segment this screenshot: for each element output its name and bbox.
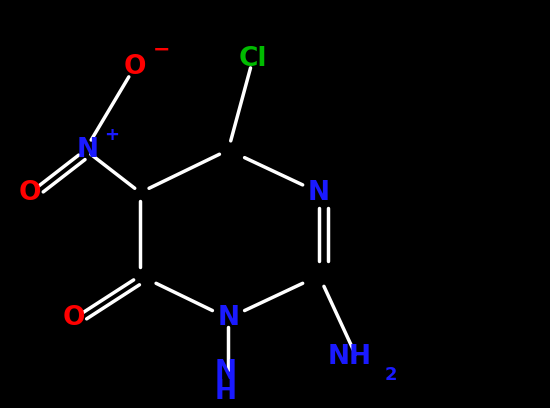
Text: N: N — [77, 137, 99, 163]
Text: O: O — [63, 305, 85, 331]
Text: H: H — [214, 379, 236, 405]
Text: N: N — [308, 180, 330, 206]
Text: Cl: Cl — [239, 46, 267, 72]
Text: +: + — [104, 126, 119, 144]
Text: O: O — [19, 180, 41, 206]
Text: N: N — [217, 305, 239, 331]
Text: O: O — [124, 54, 146, 80]
Text: N: N — [214, 359, 236, 385]
Text: NH: NH — [327, 344, 371, 370]
Text: −: − — [152, 40, 170, 60]
Text: 2: 2 — [384, 366, 397, 384]
